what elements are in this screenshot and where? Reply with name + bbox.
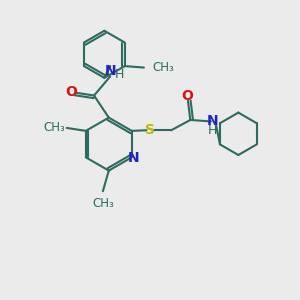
Text: CH₃: CH₃ (92, 196, 114, 209)
Text: H: H (208, 124, 217, 137)
Text: N: N (128, 151, 139, 165)
Text: S: S (145, 123, 155, 137)
Text: N: N (104, 64, 116, 78)
Text: CH₃: CH₃ (44, 122, 65, 134)
Text: H: H (115, 68, 124, 81)
Text: N: N (207, 114, 218, 128)
Text: O: O (65, 85, 77, 99)
Text: O: O (182, 89, 193, 103)
Text: CH₃: CH₃ (152, 61, 174, 74)
